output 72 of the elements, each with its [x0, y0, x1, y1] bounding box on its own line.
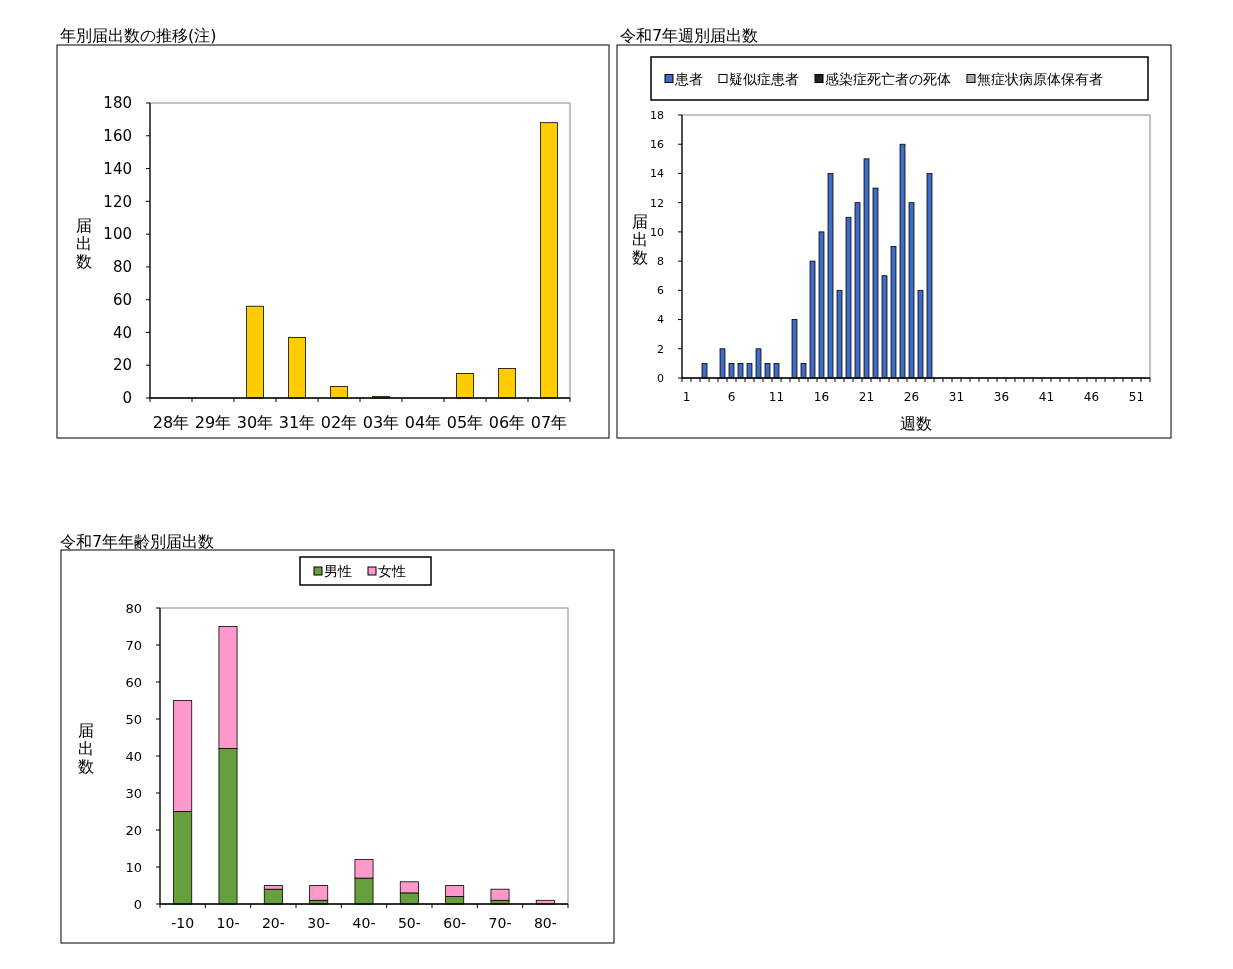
x-tick-label: 50- [397, 915, 421, 931]
x-tick-label: 20- [261, 915, 285, 931]
x-tick-label: 46 [1083, 390, 1100, 404]
y-tick-label: 10 [125, 859, 142, 875]
x-tick-label: 31年 [278, 413, 316, 432]
y-tick-label: 8 [657, 254, 664, 268]
x-tick-label: 36 [993, 390, 1010, 404]
y-axis-title: 届出数 [76, 215, 92, 271]
y-tick-label: 70 [125, 637, 142, 653]
x-tick-label: 70- [488, 915, 512, 931]
x-tick-label: 07年 [530, 413, 568, 432]
x-tick-label: 11 [768, 390, 785, 404]
y-tick-label: 12 [650, 196, 664, 210]
y-tick-label: 100 [103, 225, 132, 244]
y-tick-label: 0 [122, 389, 132, 408]
x-tick-label: 28年 [152, 413, 190, 432]
y-tick-label: 16 [650, 138, 664, 152]
y-tick-label: 40 [112, 323, 132, 342]
x-tick-label: 21 [858, 390, 875, 404]
x-tick-label: 16 [813, 390, 830, 404]
y-tick-label: 160 [103, 127, 132, 146]
x-tick-label: 03年 [362, 413, 400, 432]
chart-title: 年別届出数の推移(注) [60, 26, 217, 45]
y-tick-label: 4 [657, 313, 664, 327]
y-tick-label: 120 [103, 192, 132, 211]
y-tick-label: 180 [103, 94, 132, 113]
chart-title: 令和7年年齢別届出数 [60, 532, 215, 551]
y-tick-label: 40 [125, 748, 142, 764]
x-tick-label: 1 [682, 390, 691, 404]
y-tick-label: 60 [112, 290, 132, 309]
legend-label: 男性 [324, 563, 352, 579]
y-tick-label: 18 [650, 108, 664, 122]
y-tick-label: 50 [125, 711, 142, 727]
x-tick-label: 31 [948, 390, 965, 404]
y-axis-title: 届出数 [632, 211, 648, 267]
x-tick-label: 60- [443, 915, 467, 931]
legend-label: 患者 [674, 70, 703, 87]
x-tick-label: 06年 [488, 413, 526, 432]
y-tick-label: 14 [650, 167, 664, 181]
x-tick-label: 05年 [446, 413, 484, 432]
y-tick-label: 80 [112, 258, 132, 277]
legend-label: 女性 [378, 563, 406, 579]
x-axis-title: 週数 [900, 414, 932, 433]
y-tick-label: 6 [657, 284, 664, 298]
y-tick-label: 80 [125, 600, 142, 616]
y-tick-label: 30 [125, 785, 142, 801]
y-tick-label: 0 [133, 896, 142, 912]
y-tick-label: 20 [125, 822, 142, 838]
x-tick-label: 30年 [236, 413, 274, 432]
y-tick-label: 10 [650, 225, 664, 239]
x-tick-label: 41 [1038, 390, 1055, 404]
x-tick-label: 40- [352, 915, 376, 931]
y-tick-label: 2 [657, 342, 664, 356]
y-tick-label: 140 [103, 159, 132, 178]
x-tick-label: 51 [1128, 390, 1145, 404]
x-tick-label: -10 [171, 915, 195, 931]
x-tick-label: 80- [533, 915, 557, 931]
y-tick-label: 20 [112, 356, 132, 375]
x-tick-label: 6 [727, 390, 736, 404]
chart-title: 令和7年週別届出数 [620, 26, 759, 45]
legend-label: 無症状病原体保有者 [977, 70, 1103, 87]
y-tick-label: 60 [125, 674, 142, 690]
legend-label: 感染症死亡者の死体 [825, 70, 951, 87]
x-tick-label: 30- [307, 915, 331, 931]
y-tick-label: 0 [657, 371, 664, 385]
y-axis-title: 届出数 [78, 721, 94, 776]
x-tick-label: 29年 [194, 413, 232, 432]
x-tick-label: 02年 [320, 413, 358, 432]
x-tick-label: 10- [216, 915, 240, 931]
legend-label: 疑似症患者 [729, 70, 799, 87]
x-tick-label: 26 [903, 390, 920, 404]
x-tick-label: 04年 [404, 413, 442, 432]
